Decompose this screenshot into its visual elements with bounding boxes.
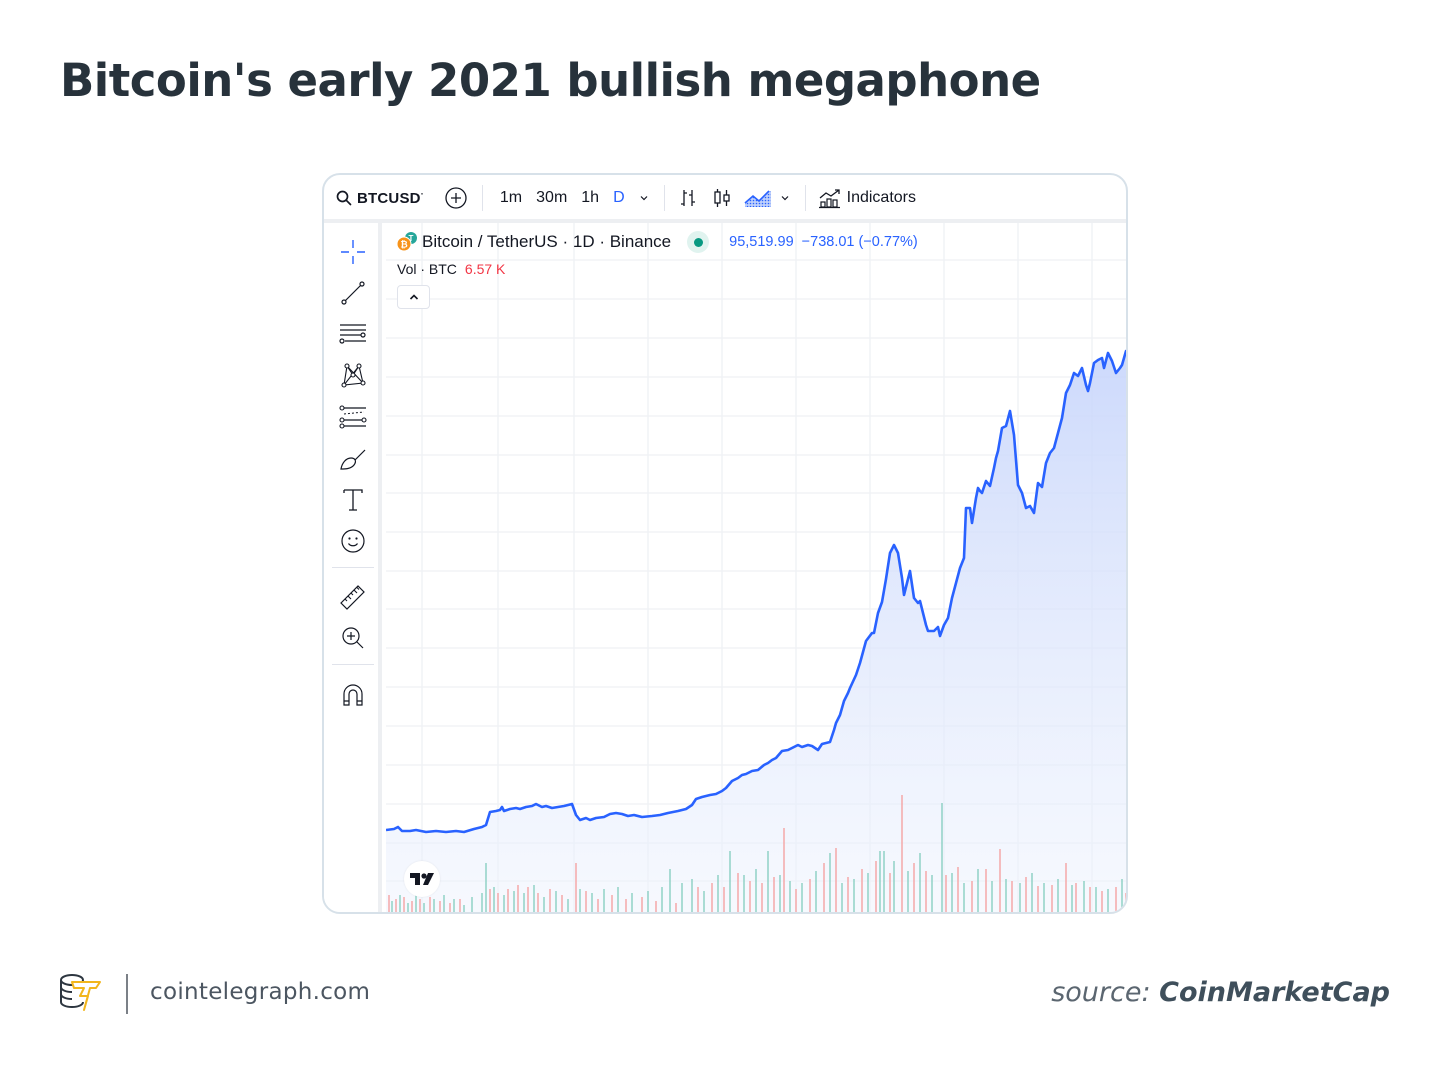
magnet-icon <box>343 684 363 706</box>
price-chart-plot[interactable] <box>385 223 1126 912</box>
toolbar-divider <box>663 185 665 211</box>
status-dot-icon <box>693 237 703 247</box>
bars-icon <box>680 190 695 206</box>
toolbar-divider <box>481 185 483 211</box>
ruler-icon <box>340 585 365 610</box>
area-chart-button[interactable] <box>743 187 773 209</box>
emoji-icon <box>341 529 365 553</box>
trend-line-tool[interactable] <box>337 277 369 309</box>
search-icon <box>336 190 352 206</box>
price-area-chart <box>385 223 1126 912</box>
plus-circle-icon <box>445 187 467 209</box>
zoom-in-tool[interactable] <box>337 622 369 654</box>
symbol-label: BTCUSD <box>357 189 421 207</box>
magnet-tool[interactable] <box>337 679 369 711</box>
text-icon <box>343 489 363 511</box>
symbol-description[interactable]: Bitcoin / TetherUS · 1D · Binance <box>422 232 672 251</box>
svg-text:T: T <box>409 234 414 243</box>
interval-1h[interactable]: 1h <box>581 189 600 206</box>
brush-tool[interactable] <box>337 443 369 475</box>
tradingview-logo-icon <box>410 873 434 885</box>
volume-legend: Vol · BTC 6.57 K <box>397 261 505 277</box>
collapse-legend-button[interactable] <box>397 285 430 309</box>
pattern-icon <box>341 363 366 388</box>
ruler-tool[interactable] <box>337 581 369 613</box>
chevron-down-icon <box>640 196 648 201</box>
interval-d[interactable]: D <box>613 189 625 206</box>
footer-divider <box>126 974 128 1014</box>
crosshair-icon <box>341 240 365 264</box>
toolbar-divider <box>804 185 806 211</box>
chart-legend: T ₿ Bitcoin / TetherUS · 1D · Binance 95,… <box>396 231 918 253</box>
toolbar-divider <box>324 219 1126 223</box>
drawing-toolbar <box>324 223 382 912</box>
source-name: CoinMarketCap <box>1159 977 1390 1008</box>
text-tool[interactable] <box>337 484 369 516</box>
candles-chart-button[interactable] <box>711 187 733 209</box>
candles-icon <box>713 189 730 207</box>
bitcoin-tether-icon: T ₿ <box>396 231 418 253</box>
indicators-button[interactable]: Indicators <box>818 187 916 209</box>
cointelegraph-logo-icon <box>60 974 101 1011</box>
interval-1m[interactable]: 1m <box>499 189 523 206</box>
horizontal-lines-icon <box>339 324 366 344</box>
indicators-icon <box>818 189 840 209</box>
zoom-in-icon <box>342 627 364 649</box>
brush-icon <box>340 449 366 470</box>
volume-label: Vol · BTC <box>397 261 457 277</box>
chevron-up-icon <box>409 294 418 300</box>
price-line <box>385 349 1126 834</box>
top-toolbar: BTCUSD · 1m 30m 1h D Indicators <box>324 175 1126 221</box>
crosshair-tool[interactable] <box>337 236 369 268</box>
footer-site-link[interactable]: cointelegraph.com <box>150 979 371 1005</box>
indicators-label: Indicators <box>846 189 916 206</box>
fib-icon <box>339 405 367 429</box>
chart-widget: BTCUSD · 1m 30m 1h D Indicators <box>322 173 1128 914</box>
pattern-tool[interactable] <box>337 359 369 391</box>
source-credit: source: CoinMarketCap <box>1051 977 1390 1008</box>
price-area-fill <box>386 351 1126 912</box>
area-icon <box>744 190 771 207</box>
emoji-tool[interactable] <box>337 525 369 557</box>
price-change: −738.01 (−0.77%) <box>801 234 918 250</box>
interval-dropdown[interactable] <box>638 192 650 204</box>
source-label: source: <box>1051 977 1151 1008</box>
add-symbol-button[interactable] <box>444 186 468 210</box>
bars-chart-button[interactable] <box>677 187 699 209</box>
volume-bars <box>388 795 1126 912</box>
cointelegraph-logo <box>58 972 104 1019</box>
chevron-down-icon <box>781 196 789 201</box>
trend-line-icon <box>341 281 365 305</box>
page-title: Bitcoin's early 2021 bullish megaphone <box>60 54 1041 107</box>
fib-tool[interactable] <box>337 401 369 433</box>
svg-text:₿: ₿ <box>400 240 407 250</box>
symbol-search-button[interactable]: BTCUSD · <box>336 189 424 207</box>
market-status-indicator[interactable] <box>687 231 710 253</box>
chart-type-dropdown[interactable] <box>779 192 791 204</box>
interval-30m[interactable]: 30m <box>536 189 568 206</box>
tradingview-logo[interactable] <box>404 861 440 897</box>
volume-value: 6.57 K <box>464 261 506 277</box>
toolbar-divider <box>332 567 374 568</box>
last-price: 95,519.99 <box>729 234 794 250</box>
toolbar-divider <box>332 664 374 665</box>
horizontal-lines-tool[interactable] <box>337 318 369 350</box>
